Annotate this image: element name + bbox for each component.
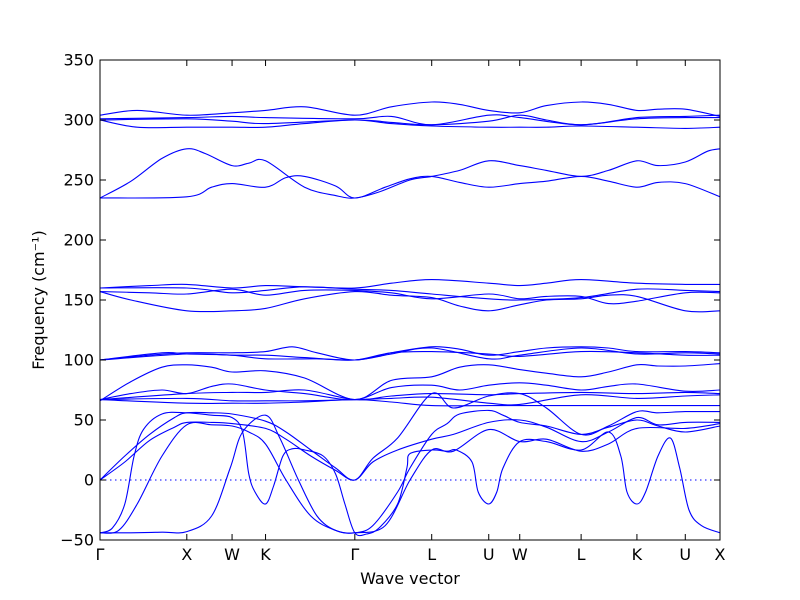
y-tick-label: 0 [84,471,94,490]
band-line-9 [99,288,721,305]
band-line-8 [99,286,721,301]
y-tick-label: 100 [63,351,94,370]
band-lines [99,101,721,537]
band-line-14 [99,363,721,402]
x-tick-label: K [260,545,271,564]
y-tick-label: 50 [74,411,94,430]
x-tick-label: W [512,545,528,564]
band-line-13 [99,350,721,361]
x-tick-label: L [427,545,436,564]
x-tick-label: U [679,545,691,564]
band-line-16 [99,389,721,401]
band-line-17 [99,394,721,406]
band-line-11 [99,346,721,361]
x-tick-label: K [632,545,643,564]
band-line-10 [99,290,721,313]
x-tick-label: W [224,545,240,564]
band-line-7 [99,279,721,289]
x-tick-label: X [181,545,192,564]
y-tick-label: 150 [63,291,94,310]
y-tick-label: 300 [63,111,94,130]
y-axis-label: Frequency (cm⁻¹) [29,230,48,369]
x-tick-label: Γ [350,545,359,564]
band-line-23 [99,421,721,534]
band-line-1 [99,101,721,117]
x-axis-label: Wave vector [360,569,460,588]
band-line-21 [99,409,721,534]
x-tick-label: U [483,545,495,564]
band-line-22 [99,411,721,537]
y-tick-label: −50 [60,531,94,550]
y-tick-label: 350 [63,51,94,70]
band-line-3 [99,114,721,126]
band-line-18 [99,399,720,407]
band-line-5 [99,148,721,199]
band-line-4 [99,119,721,129]
x-tick-label: Γ [96,545,105,564]
x-tick-label: X [715,545,726,564]
y-tick-label: 250 [63,171,94,190]
x-tick-label: L [577,545,586,564]
band-line-6 [99,175,721,199]
y-axis-ticks: −50 0 50 100 150 200 250 300 350 [60,51,720,550]
y-tick-label: 200 [63,231,94,250]
